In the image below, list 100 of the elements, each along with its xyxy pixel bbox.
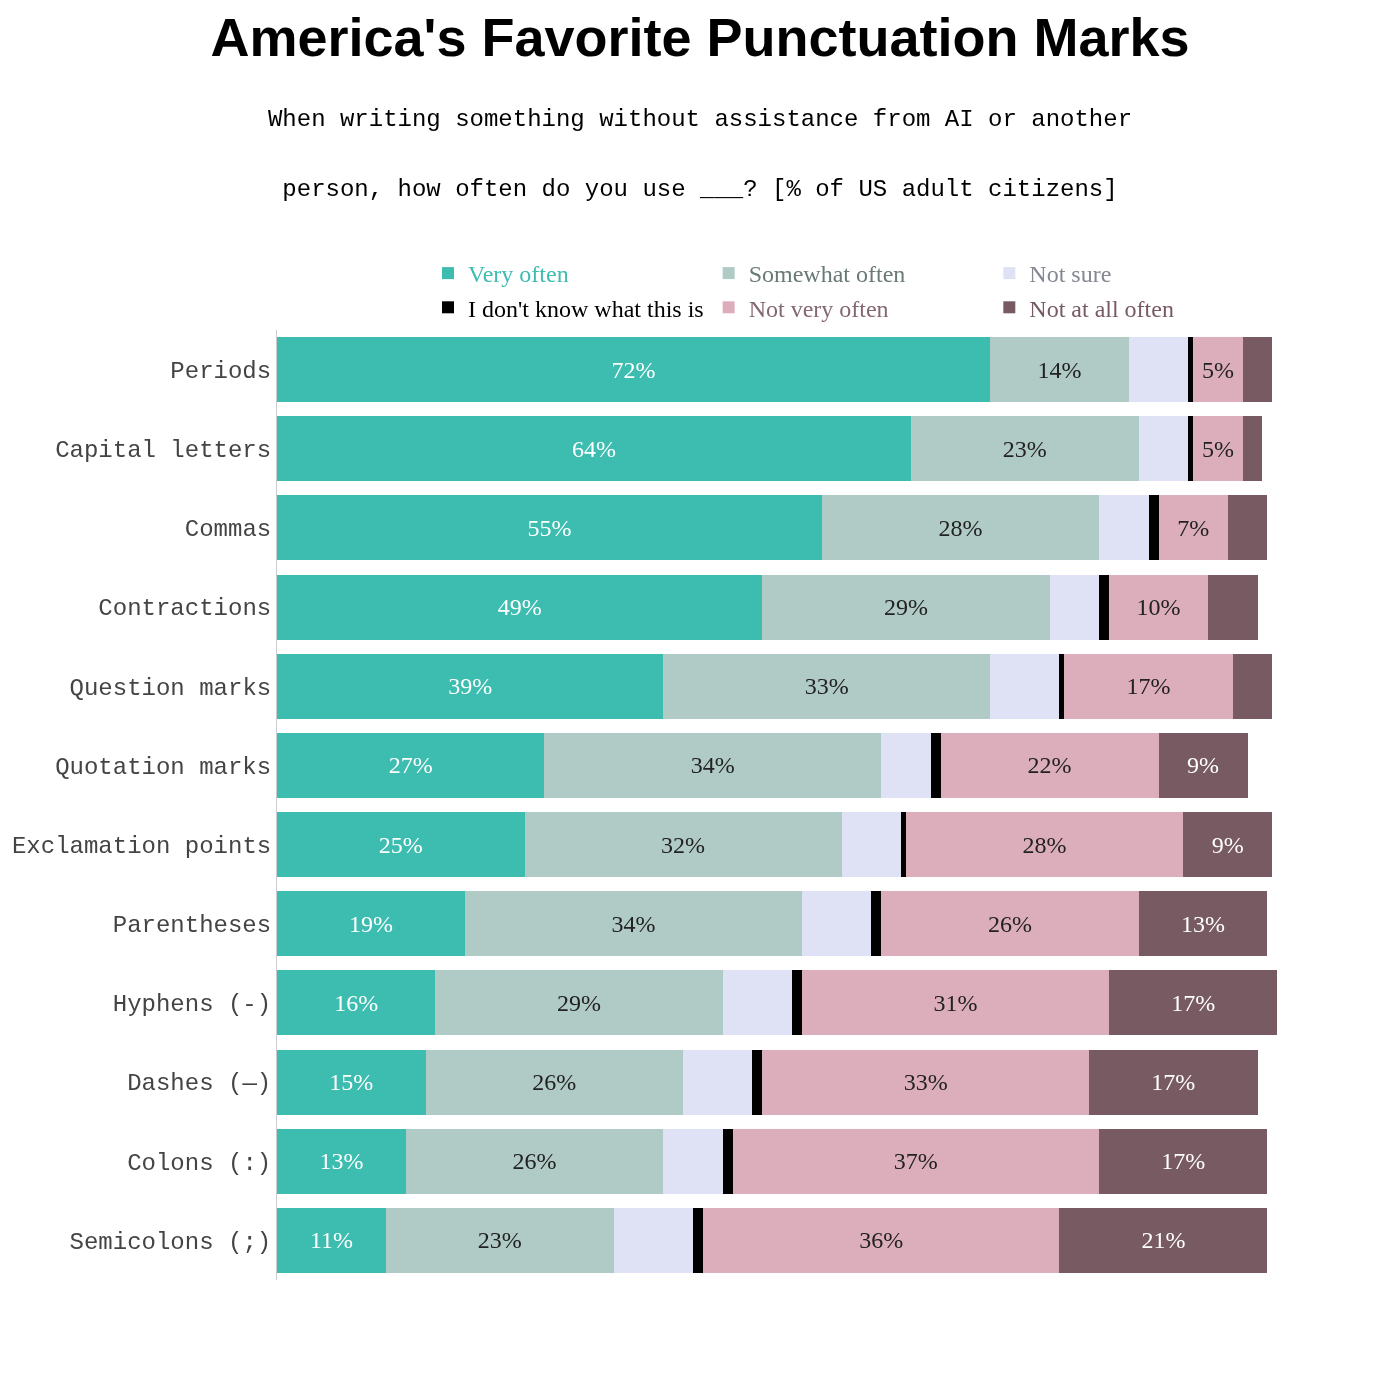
data-label: 10%	[1136, 594, 1181, 621]
bar	[1138, 416, 1189, 482]
bar	[385, 1207, 614, 1273]
data-label: 34%	[611, 910, 656, 937]
data-label: 49%	[497, 594, 542, 621]
data-label: 37%	[893, 1148, 938, 1175]
bar	[752, 1049, 763, 1115]
bar	[277, 1128, 406, 1194]
bar	[277, 495, 822, 561]
bar	[1099, 1128, 1268, 1194]
data-label: 7%	[1177, 514, 1210, 541]
data-label: 31%	[933, 989, 978, 1016]
bar	[277, 337, 991, 403]
y-tick-label: Periods	[170, 357, 272, 385]
data-label: 17%	[1161, 1148, 1206, 1175]
data-label: 16%	[334, 989, 379, 1016]
data-label: 55%	[527, 514, 572, 541]
data-label: 19%	[349, 910, 394, 937]
bar	[1193, 337, 1243, 403]
bar	[1064, 653, 1233, 719]
y-tick-label: Commas	[184, 516, 272, 544]
data-label: 11%	[309, 1227, 354, 1254]
bar	[910, 416, 1139, 482]
bar	[1242, 416, 1263, 482]
bar	[277, 732, 545, 798]
bar	[881, 891, 1139, 957]
data-label: 72%	[611, 356, 656, 383]
data-label: 28%	[1022, 831, 1067, 858]
legend-label: Not very often	[748, 295, 889, 322]
data-label: 9%	[1187, 752, 1220, 779]
bar	[277, 1049, 426, 1115]
bar	[900, 812, 906, 878]
bar	[692, 1207, 703, 1273]
data-label: 13%	[319, 1148, 364, 1175]
data-label: 33%	[804, 673, 849, 700]
bar	[722, 970, 793, 1036]
bar	[940, 732, 1159, 798]
bar	[1089, 1049, 1258, 1115]
bar	[425, 1049, 684, 1115]
bar	[683, 1049, 753, 1115]
data-label: 29%	[557, 989, 602, 1016]
bar	[1208, 574, 1258, 640]
bar	[277, 416, 911, 482]
bar	[1193, 416, 1243, 482]
data-label: 22%	[1027, 752, 1072, 779]
bar	[1099, 495, 1149, 561]
bar	[277, 970, 436, 1036]
bar	[881, 732, 931, 798]
data-label: 17%	[1151, 1069, 1196, 1096]
data-label: 39%	[448, 673, 493, 700]
bar	[762, 1049, 1090, 1115]
bar	[841, 812, 901, 878]
data-label: 23%	[1002, 435, 1047, 462]
y-tick-label: Question marks	[69, 674, 272, 702]
data-label: 13%	[1181, 910, 1226, 937]
data-label: 33%	[903, 1069, 948, 1096]
y-tick-label: Capital letters	[55, 437, 272, 465]
bar	[524, 812, 842, 878]
bar	[905, 812, 1184, 878]
bar	[990, 653, 1060, 719]
y-tick-label: Hyphens (-)	[112, 991, 272, 1019]
legend-label: I don't know what this is	[468, 295, 704, 322]
bar	[277, 653, 664, 719]
bar	[544, 732, 882, 798]
bar	[1232, 653, 1273, 719]
data-label: 28%	[938, 514, 983, 541]
bar	[1049, 574, 1100, 640]
bar	[1138, 891, 1268, 957]
y-tick-label: Semicolons (;)	[69, 1228, 272, 1256]
bar	[930, 732, 941, 798]
data-label: 5%	[1201, 435, 1234, 462]
bar	[801, 970, 1109, 1036]
bar	[405, 1128, 664, 1194]
bar	[1242, 337, 1273, 403]
y-tick-label: Dashes (—)	[127, 1070, 272, 1098]
data-label: 14%	[1037, 356, 1082, 383]
bar	[821, 495, 1100, 561]
bar	[722, 1128, 733, 1194]
bar	[1188, 337, 1194, 403]
bar	[1108, 574, 1209, 640]
data-label: 26%	[532, 1069, 577, 1096]
bar	[792, 970, 802, 1036]
bar	[1108, 970, 1278, 1036]
bar	[277, 1207, 386, 1273]
data-label: 9%	[1211, 831, 1244, 858]
data-label: 15%	[329, 1069, 374, 1096]
data-label: 21%	[1141, 1227, 1186, 1254]
bar	[1059, 653, 1065, 719]
bar	[732, 1128, 1100, 1194]
bar	[801, 891, 872, 957]
bar	[277, 891, 466, 957]
bar	[1128, 337, 1189, 403]
bar	[1148, 495, 1159, 561]
data-label: 32%	[661, 831, 706, 858]
bar	[613, 1207, 693, 1273]
bar	[1158, 732, 1248, 798]
bar	[990, 337, 1129, 403]
bar	[465, 891, 802, 957]
y-tick-label: Exclamation points	[11, 832, 272, 860]
data-label: 36%	[859, 1227, 904, 1254]
